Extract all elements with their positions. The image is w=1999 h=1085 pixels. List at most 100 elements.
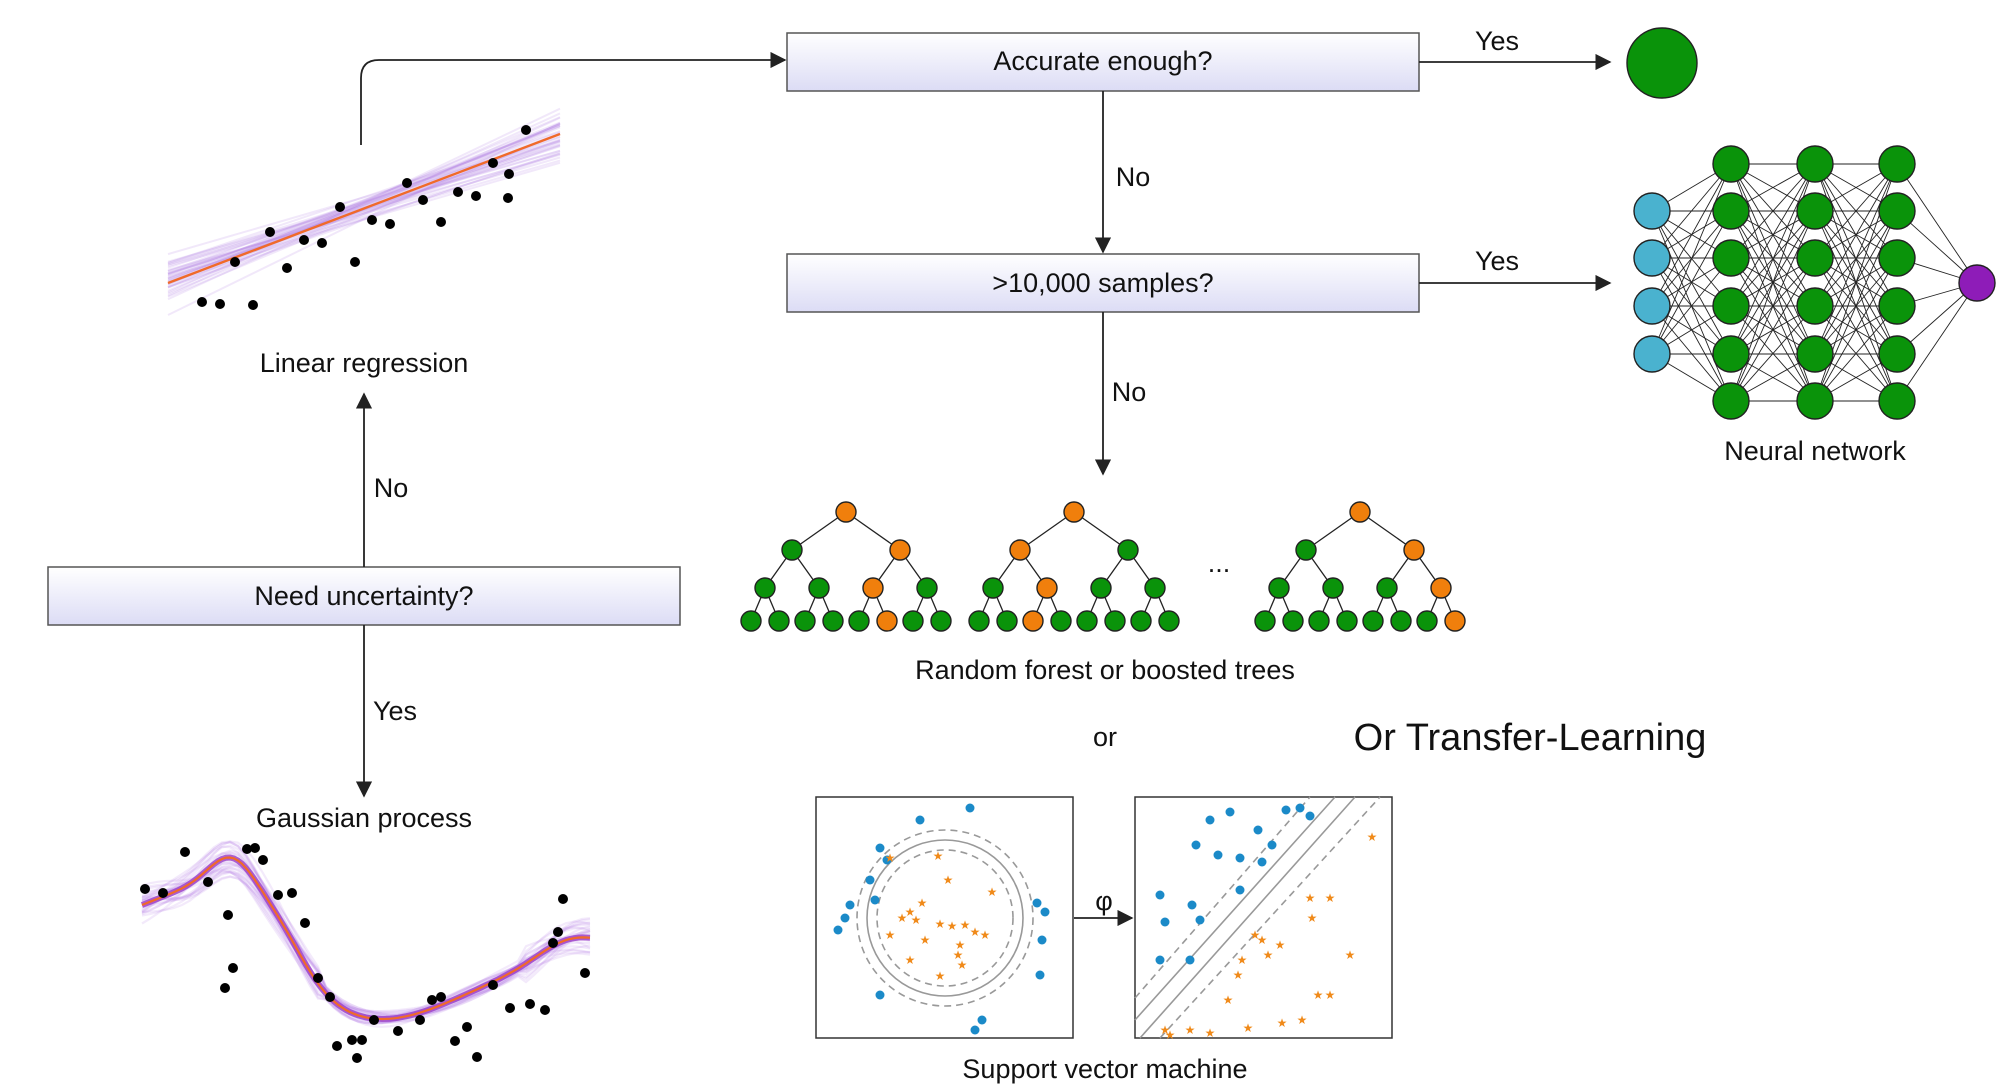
nn-connection	[1896, 282, 1978, 402]
nn-connection	[1814, 210, 1898, 402]
tree-node	[1009, 539, 1031, 561]
svm-blue-point	[870, 895, 880, 905]
tree-node	[1036, 577, 1058, 599]
nn-input-node	[1633, 335, 1671, 373]
nn-input-node	[1633, 287, 1671, 325]
tree-node	[1022, 610, 1044, 632]
svm-orange-star: ★	[947, 919, 958, 933]
svm-blue-point	[1235, 853, 1245, 863]
label-accurate-no: No	[1116, 162, 1151, 192]
gp-data-point	[462, 1022, 472, 1032]
regression-sample-line	[167, 122, 561, 289]
transfer-learning-label: Or Transfer-Learning	[1354, 717, 1707, 759]
svm-orange-star: ★	[1325, 891, 1336, 905]
regression-data-point	[453, 187, 463, 197]
regression-sample-line	[167, 159, 561, 275]
gp-data-point	[300, 918, 310, 928]
regression-data-point	[248, 300, 258, 310]
svm-orange-star: ★	[1233, 968, 1244, 982]
linear-regression-plot	[167, 107, 561, 316]
gp-data-point	[220, 983, 230, 993]
tree-edge	[845, 511, 901, 551]
svm-orange-star: ★	[1185, 1023, 1196, 1037]
svm-blue-point	[875, 843, 885, 853]
nn-output-node	[1958, 264, 1996, 302]
svm-orange-star: ★	[987, 885, 998, 899]
regression-sample-line	[167, 132, 561, 277]
tree-edge	[1305, 511, 1361, 551]
gp-data-point	[258, 855, 268, 865]
regression-sample-line	[167, 122, 561, 316]
svm-blue-point	[1037, 935, 1047, 945]
svm-orange-star: ★	[1250, 928, 1261, 942]
decision-uncertainty-label: Need uncertainty?	[254, 581, 473, 611]
phi-label: φ	[1095, 886, 1113, 916]
svm-blue-point	[875, 990, 885, 1000]
gp-data-point	[393, 1026, 403, 1036]
gp-data-point	[540, 1005, 550, 1015]
svm-separating-line	[1134, 796, 1311, 999]
nn-hidden-node	[1796, 145, 1834, 183]
regression-data-point	[335, 202, 345, 212]
nn-hidden-node	[1878, 382, 1916, 420]
tree-node	[794, 610, 816, 632]
nn-input-node	[1633, 192, 1671, 230]
gp-data-point	[180, 847, 190, 857]
svm-blue-point	[1235, 885, 1245, 895]
regression-sample-line	[167, 144, 561, 280]
svm-orange-star: ★	[920, 933, 931, 947]
gp-data-point	[250, 843, 260, 853]
regression-mean-line	[167, 132, 561, 285]
model-trees-label: Random forest or boosted trees	[915, 655, 1295, 685]
regression-data-point	[504, 169, 514, 179]
nn-connection	[1730, 305, 1816, 402]
gp-data-point	[369, 1015, 379, 1025]
svm-orange-star: ★	[1297, 1013, 1308, 1027]
svm-orange-star: ★	[1237, 953, 1248, 967]
regression-data-point	[367, 215, 377, 225]
regression-data-point	[282, 263, 292, 273]
gp-sample-path	[141, 866, 591, 1020]
tree-node	[1130, 610, 1152, 632]
gp-data-point	[158, 888, 168, 898]
gp-data-point	[357, 1035, 367, 1045]
gp-sample-path	[141, 867, 591, 1014]
regression-data-point	[299, 235, 309, 245]
gp-data-point	[352, 1053, 362, 1063]
svm-blue-point	[1195, 915, 1205, 925]
nn-connection	[1730, 257, 1816, 402]
svm-blue-point	[1035, 970, 1045, 980]
regression-sample-line	[167, 130, 561, 264]
svm-orange-star: ★	[1263, 948, 1274, 962]
nn-connection	[1651, 257, 1732, 355]
svm-separating-line	[1159, 796, 1381, 1039]
nn-hidden-node	[1712, 192, 1750, 230]
nn-hidden-node	[1712, 239, 1750, 277]
gp-data-point	[505, 1003, 515, 1013]
tree-node	[1322, 577, 1344, 599]
tree-node	[1090, 577, 1112, 599]
model-linear-regression-label: Linear regression	[260, 348, 469, 378]
model-gaussian-process-label: Gaussian process	[256, 803, 472, 833]
svm-blue-point	[845, 900, 855, 910]
gp-data-point	[558, 894, 568, 904]
regression-sample-line	[167, 121, 561, 280]
gp-data-point	[580, 968, 590, 978]
svm-orange-star: ★	[1325, 988, 1336, 1002]
tree-node	[916, 577, 938, 599]
gp-data-point	[415, 1015, 425, 1025]
regression-data-point	[197, 297, 207, 307]
gp-data-point	[223, 910, 233, 920]
regression-data-point	[503, 193, 513, 203]
gp-data-point	[242, 844, 252, 854]
tree-node	[1104, 610, 1126, 632]
svm-orange-star: ★	[897, 911, 908, 925]
svm-blue-point	[833, 925, 843, 935]
svm-orange-star: ★	[905, 953, 916, 967]
tree-node	[848, 610, 870, 632]
decision-samples-label: >10,000 samples?	[992, 268, 1213, 298]
svm-orange-star: ★	[1160, 1023, 1171, 1037]
result-node-green	[1626, 27, 1698, 99]
tree-node	[740, 610, 762, 632]
tree-node	[1403, 539, 1425, 561]
